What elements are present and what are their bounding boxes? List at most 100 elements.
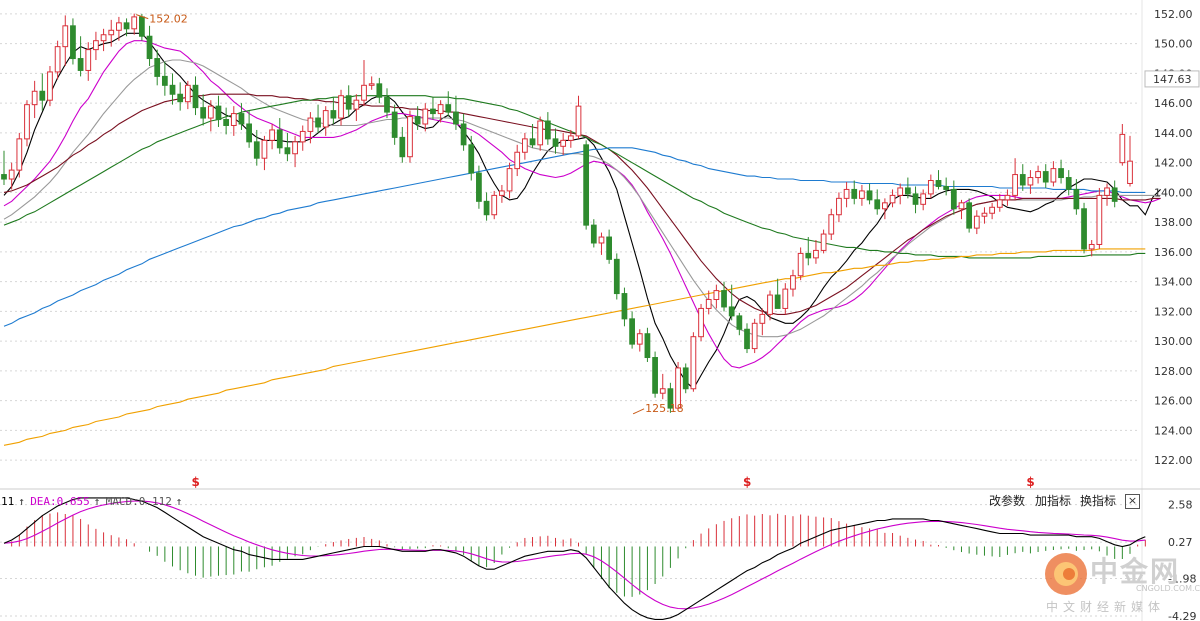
candle-body — [621, 293, 628, 320]
candle — [567, 129, 574, 148]
candle-body — [981, 212, 988, 217]
candle-body — [950, 188, 957, 210]
candle — [146, 25, 153, 66]
moving-average-line — [3, 95, 1146, 259]
candle — [659, 373, 666, 400]
candle — [299, 125, 306, 151]
candle-body — [161, 75, 168, 86]
candle-body — [836, 197, 842, 216]
candle — [1065, 170, 1072, 196]
candle-body — [460, 123, 467, 146]
candle-body — [1111, 187, 1118, 202]
candle — [1111, 180, 1118, 208]
price-tick-label: 140.00 — [1154, 186, 1193, 199]
candle-body — [345, 95, 352, 110]
candle — [330, 97, 337, 124]
watermark-logo-icon — [1045, 553, 1087, 595]
candle — [675, 361, 681, 410]
candle — [131, 13, 138, 35]
candle-body — [238, 113, 245, 125]
candle-body — [989, 206, 995, 214]
moving-average-line — [3, 40, 1161, 369]
candle — [192, 76, 199, 116]
price-tick-label: 142.00 — [1154, 157, 1193, 170]
candle-body — [123, 22, 130, 30]
candle — [943, 177, 950, 196]
candle-body — [598, 236, 605, 244]
price-tick-label: 122.00 — [1154, 454, 1193, 467]
candle-body — [713, 290, 720, 301]
candle-body — [721, 290, 727, 308]
high-label: 152.02 — [149, 13, 188, 26]
add-indicator-button[interactable]: 加指标 — [1035, 494, 1072, 508]
candle-body — [644, 333, 651, 359]
candle-body — [407, 116, 413, 158]
candle-body — [606, 236, 613, 260]
candle — [200, 94, 207, 126]
candle — [1081, 202, 1087, 254]
candle-body — [583, 144, 590, 226]
candle — [1073, 179, 1080, 215]
candle-body — [897, 187, 904, 196]
price-grid — [0, 13, 1140, 617]
candle-body — [330, 110, 337, 119]
dea-line — [3, 500, 1146, 610]
candlesticks — [1, 13, 1133, 413]
candle — [261, 135, 268, 171]
candle — [851, 180, 858, 205]
candle — [652, 351, 658, 398]
candle-body — [544, 120, 551, 140]
macd-tick-label: 2.58 — [1168, 499, 1193, 512]
switch-indicator-button[interactable]: 换指标 — [1080, 494, 1117, 508]
candle — [705, 290, 712, 315]
candle-body — [675, 367, 681, 409]
candle-body — [1073, 188, 1080, 210]
candle — [859, 184, 865, 206]
candle-body — [422, 108, 429, 125]
price-tick-label: 138.00 — [1154, 216, 1193, 229]
watermark-url: CNGOLD.COM.CN — [1136, 584, 1200, 593]
candle-body — [31, 90, 38, 106]
candle-body — [85, 49, 92, 71]
change-params-button[interactable]: 改参数 — [989, 494, 1026, 508]
candle — [690, 332, 697, 392]
candle-body — [261, 139, 268, 159]
candle-body — [1019, 174, 1026, 186]
close-icon[interactable]: × — [1125, 494, 1140, 509]
candle — [1019, 164, 1026, 191]
candle-body — [253, 141, 260, 159]
candle-body — [575, 105, 582, 137]
candle — [116, 16, 122, 41]
price-tick-label: 134.00 — [1154, 276, 1193, 289]
candle — [1088, 240, 1095, 257]
candle-body — [529, 138, 536, 146]
watermark-title: 中金网 — [1090, 555, 1181, 588]
candle — [912, 186, 919, 214]
candle — [514, 144, 521, 177]
candle-body — [414, 116, 421, 125]
price-tick-labels: 122.00 124.00 126.00 128.00 130.00 132.00 134.… — [1144, 8, 1200, 621]
candle — [353, 94, 360, 122]
candle — [31, 80, 38, 119]
macd-tick-label: -1.98 — [1168, 573, 1196, 586]
candle-body — [47, 71, 53, 101]
candle — [483, 192, 490, 221]
moving-average-line — [3, 147, 1146, 327]
candle — [736, 312, 743, 336]
candle — [560, 132, 567, 156]
candle — [161, 61, 168, 96]
candle — [927, 174, 934, 199]
candle-body — [322, 110, 329, 128]
candle-body — [353, 99, 360, 110]
price-tick-label: 150.00 — [1154, 38, 1193, 51]
candle — [62, 15, 69, 66]
candle-body — [39, 90, 46, 101]
candle-body — [499, 190, 505, 196]
moving-average-line — [3, 248, 1146, 446]
candle — [139, 13, 145, 41]
candle — [575, 95, 582, 139]
candle-body — [1119, 133, 1126, 164]
candle-body — [1127, 160, 1133, 184]
candle-body — [376, 83, 383, 98]
candle-body — [200, 107, 207, 119]
